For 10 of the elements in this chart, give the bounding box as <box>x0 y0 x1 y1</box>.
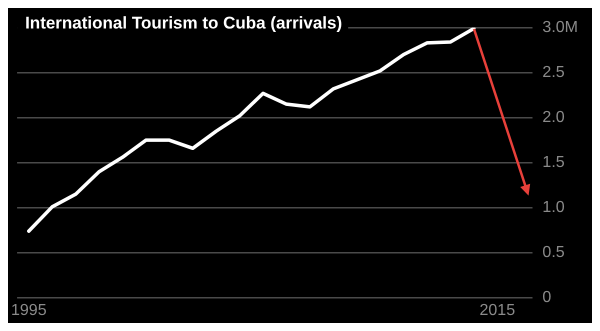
x-tick-label: 1995 <box>11 302 47 319</box>
y-tick-label: 3.0M <box>542 19 578 36</box>
y-tick-label: 1.0 <box>542 199 565 216</box>
y-tick-label: 1.5 <box>542 154 565 172</box>
x-tick-label: 2015 <box>479 302 516 319</box>
y-tick-label: 2.5 <box>542 64 565 82</box>
y-tick-label: 2.0 <box>542 109 565 126</box>
chart-title: International Tourism to Cuba (arrivals) <box>25 14 342 33</box>
y-tick-label: 0 <box>542 289 552 306</box>
y-tick-label: 0.5 <box>542 244 565 262</box>
